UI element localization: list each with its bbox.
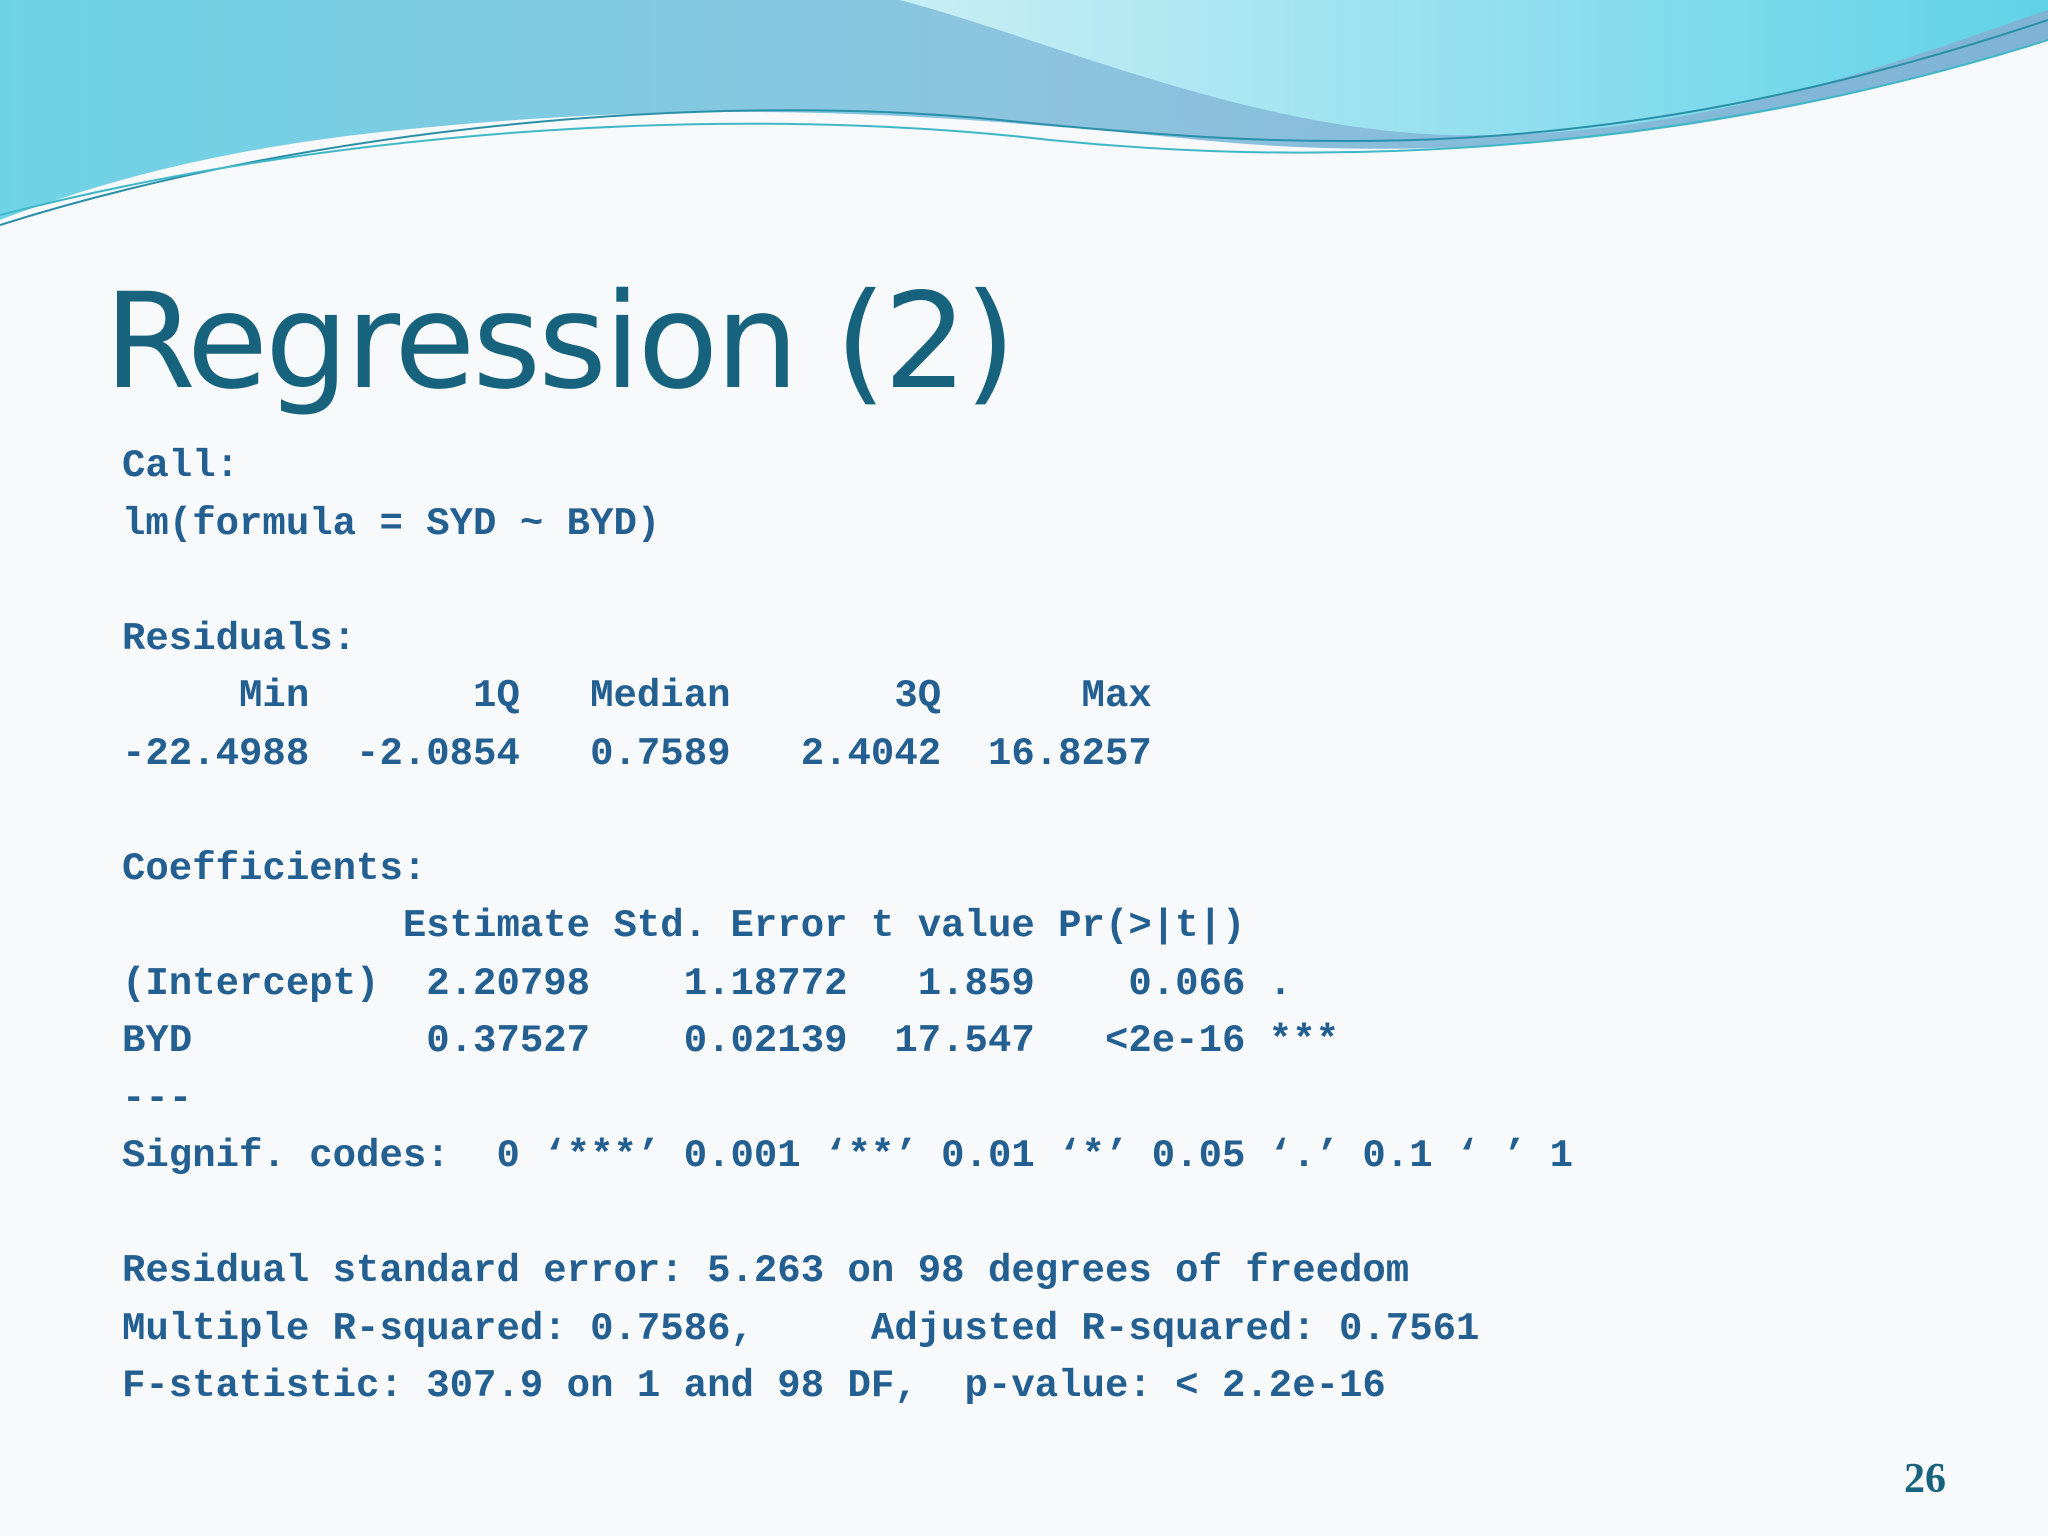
output-line: Call:: [122, 444, 240, 488]
output-line: Residual standard error: 5.263 on 98 deg…: [122, 1249, 1410, 1293]
output-line: lm(formula = SYD ~ BYD): [122, 501, 661, 546]
output-line: Multiple R-squared: 0.7586, Adjusted R-s…: [122, 1306, 1480, 1351]
slide-title: Regression (2): [104, 265, 1016, 419]
output-line: Estimate Std. Error t value Pr(>|t|): [122, 904, 1246, 948]
output-block: Call: lm(formula = SYD ~ BYD): [122, 438, 1573, 553]
output-block: Coefficients: Estimate Std. Error t valu…: [122, 841, 1573, 1186]
output-line: Min 1Q Median 3Q Max: [122, 674, 1152, 718]
output-line: Coefficients:: [122, 846, 427, 891]
output-line: Residuals:: [122, 616, 357, 661]
page-number: 26: [1904, 1456, 1946, 1502]
header-wave: [0, 0, 2048, 226]
output-line: F-statistic: 307.9 on 1 and 98 DF, p-val…: [122, 1364, 1386, 1408]
r-output: Call: lm(formula = SYD ~ BYD) Residuals: M…: [122, 438, 1573, 1473]
output-line: BYD 0.37527 0.02139 17.547 <2e-16 ***: [122, 1019, 1339, 1063]
output-block: Residual standard error: 5.263 on 98 deg…: [122, 1243, 1573, 1416]
output-line: (Intercept) 2.20798 1.18772 1.859 0.066 …: [122, 961, 1293, 1006]
output-line: Signif. codes: 0 ‘***’ 0.001 ‘**’ 0.01 ‘…: [122, 1134, 1574, 1178]
output-line: ---: [122, 1076, 193, 1121]
output-block: Residuals: Min 1Q Median 3Q Max -22.4988 …: [122, 611, 1573, 784]
output-line: -22.4988 -2.0854 0.7589 2.4042 16.8257: [122, 731, 1152, 776]
